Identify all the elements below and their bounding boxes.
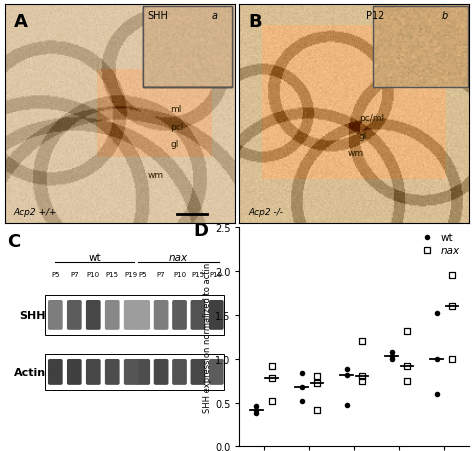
Text: P5: P5 xyxy=(51,272,60,277)
Point xyxy=(403,362,411,369)
FancyBboxPatch shape xyxy=(172,300,187,330)
Text: Acp2 +/+: Acp2 +/+ xyxy=(14,208,57,217)
Legend: wt, nax: wt, nax xyxy=(413,229,464,260)
Point xyxy=(343,371,350,378)
Point xyxy=(298,397,305,405)
Point xyxy=(433,355,441,363)
Text: P19: P19 xyxy=(125,272,138,277)
Bar xyxy=(143,7,232,87)
Point xyxy=(448,272,456,280)
FancyBboxPatch shape xyxy=(48,300,63,330)
Text: P7: P7 xyxy=(70,272,79,277)
Text: P7: P7 xyxy=(157,272,165,277)
Text: P19: P19 xyxy=(210,272,223,277)
Text: wm: wm xyxy=(147,170,164,179)
Text: b: b xyxy=(442,11,448,21)
FancyBboxPatch shape xyxy=(154,300,168,330)
Bar xyxy=(45,295,224,335)
Point xyxy=(343,366,350,373)
Point xyxy=(433,310,441,317)
Point xyxy=(433,391,441,398)
FancyBboxPatch shape xyxy=(209,300,224,330)
FancyBboxPatch shape xyxy=(105,359,119,385)
Text: SHH: SHH xyxy=(19,310,46,320)
Text: nax: nax xyxy=(169,253,188,262)
FancyBboxPatch shape xyxy=(191,300,205,330)
FancyBboxPatch shape xyxy=(172,359,187,385)
Text: pcl: pcl xyxy=(170,123,184,132)
Text: P15: P15 xyxy=(106,272,119,277)
Text: ml: ml xyxy=(170,105,182,114)
Point xyxy=(403,327,411,335)
Text: gl: gl xyxy=(359,131,367,140)
Text: wm: wm xyxy=(347,149,364,158)
FancyBboxPatch shape xyxy=(67,300,82,330)
Text: B: B xyxy=(248,13,262,31)
FancyBboxPatch shape xyxy=(124,359,138,385)
FancyBboxPatch shape xyxy=(86,359,100,385)
FancyBboxPatch shape xyxy=(136,359,150,385)
Point xyxy=(298,383,305,391)
Point xyxy=(358,373,366,380)
FancyBboxPatch shape xyxy=(209,359,224,385)
Point xyxy=(388,353,395,360)
Text: P10: P10 xyxy=(87,272,100,277)
Bar xyxy=(143,7,232,87)
FancyBboxPatch shape xyxy=(124,300,138,330)
FancyBboxPatch shape xyxy=(86,300,100,330)
FancyBboxPatch shape xyxy=(154,359,168,385)
Text: Actin: Actin xyxy=(14,367,46,377)
Text: P12: P12 xyxy=(366,11,384,21)
Point xyxy=(343,402,350,409)
FancyBboxPatch shape xyxy=(48,359,63,385)
Text: P15: P15 xyxy=(191,272,204,277)
Point xyxy=(448,303,456,310)
Point xyxy=(268,362,275,369)
Text: C: C xyxy=(7,232,20,250)
Text: P5: P5 xyxy=(138,272,147,277)
Point xyxy=(268,375,275,382)
Bar xyxy=(45,354,224,390)
Text: wt: wt xyxy=(88,253,101,262)
FancyBboxPatch shape xyxy=(105,300,119,330)
Point xyxy=(388,355,395,363)
Text: D: D xyxy=(193,221,208,239)
Point xyxy=(253,406,260,413)
Point xyxy=(313,380,320,387)
Point xyxy=(268,397,275,405)
Point xyxy=(313,406,320,413)
Point xyxy=(403,377,411,384)
FancyBboxPatch shape xyxy=(67,359,82,385)
Text: P10: P10 xyxy=(173,272,186,277)
Y-axis label: SHH expression normalized to actin: SHH expression normalized to actin xyxy=(203,262,212,412)
Point xyxy=(253,410,260,417)
Point xyxy=(448,355,456,363)
Point xyxy=(298,369,305,377)
Bar xyxy=(373,7,468,87)
Point xyxy=(313,373,320,380)
FancyBboxPatch shape xyxy=(136,300,150,330)
Text: Acp2 -/-: Acp2 -/- xyxy=(248,208,283,217)
Text: gl: gl xyxy=(170,140,179,149)
Point xyxy=(358,377,366,384)
Point xyxy=(388,348,395,355)
Text: SHH: SHH xyxy=(147,11,168,21)
Text: A: A xyxy=(14,13,28,31)
Text: pc/ml: pc/ml xyxy=(359,114,384,123)
FancyBboxPatch shape xyxy=(191,359,205,385)
Text: a: a xyxy=(212,11,218,21)
Point xyxy=(358,338,366,345)
Point xyxy=(253,403,260,410)
